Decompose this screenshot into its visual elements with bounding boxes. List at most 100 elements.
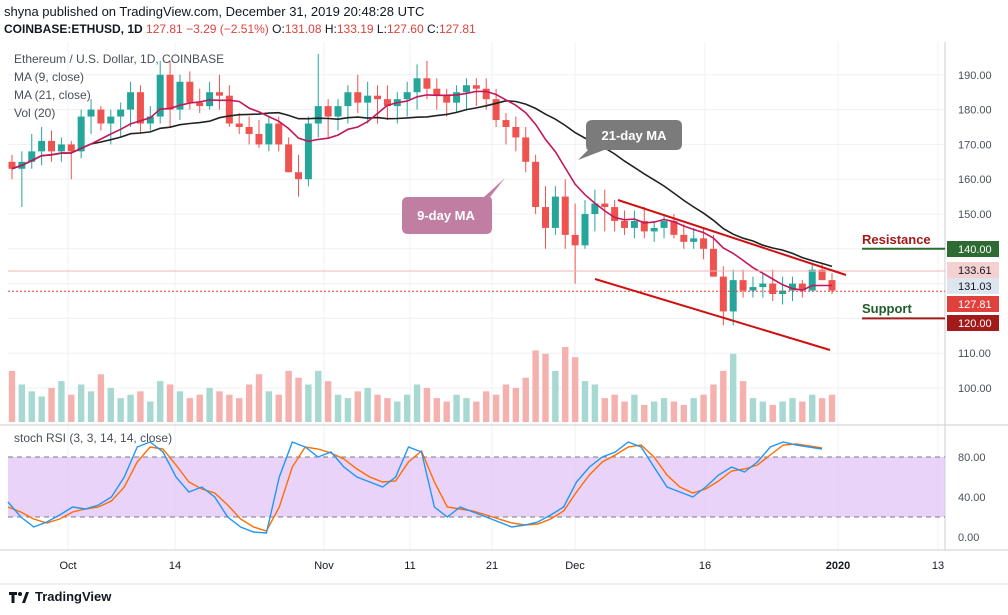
tradingview-logo[interactable]: TradingView <box>8 589 111 604</box>
volume-bar <box>720 370 727 422</box>
volume-bar <box>789 398 796 422</box>
volume-bar <box>542 353 549 422</box>
candle-body <box>541 207 549 228</box>
volume-bar <box>38 396 45 422</box>
support-label: Support <box>862 301 912 316</box>
candle-body <box>462 85 470 93</box>
volume-bar <box>216 391 223 422</box>
candle-body <box>453 92 461 103</box>
volume-bar <box>552 370 559 422</box>
candle-body <box>265 123 273 145</box>
candle-body <box>670 220 678 235</box>
volume-bar <box>769 404 776 422</box>
candle-body <box>166 74 174 110</box>
symbol: COINBASE:ETHUSD, 1D <box>4 22 143 36</box>
candle-body <box>492 99 500 121</box>
price-badge-label: 120.00 <box>958 318 992 330</box>
legend-volume[interactable]: Vol (20) <box>14 106 56 120</box>
candle-body <box>433 88 441 96</box>
volume-bar <box>611 394 618 422</box>
volume-bar <box>581 381 589 422</box>
candle-body <box>739 280 747 291</box>
price-badge-label: 127.81 <box>958 299 992 311</box>
volume-bar <box>305 384 312 422</box>
rsi-tick-label: 0.00 <box>958 532 979 544</box>
volume-bar <box>818 398 826 422</box>
candle-body <box>700 238 708 249</box>
volume-bar <box>97 374 105 422</box>
candle-body <box>8 161 16 169</box>
candle-body <box>48 140 56 152</box>
ma21-line <box>11 99 833 268</box>
price-badge-label: 140.00 <box>958 244 992 256</box>
price-badge <box>947 278 999 294</box>
legend-ma9[interactable]: MA (9, close) <box>14 70 85 84</box>
volume-bars <box>8 347 836 422</box>
volume-bar <box>571 357 579 422</box>
candle-body <box>275 123 283 145</box>
volume-bar <box>621 401 628 422</box>
volume-bar <box>473 401 480 422</box>
volume-bar <box>77 384 85 422</box>
candle-body <box>719 276 727 312</box>
candle-body <box>57 144 65 152</box>
candle-body <box>601 203 609 208</box>
volume-bar <box>107 387 114 422</box>
candle-body <box>779 290 787 295</box>
volume-bar <box>344 398 352 422</box>
ma21-callout-box <box>578 120 682 160</box>
candle-body <box>561 196 569 235</box>
ma9-callout-label: 9-day MA <box>417 208 475 223</box>
candle-body <box>255 133 263 145</box>
price-badge <box>947 241 999 257</box>
price-badge <box>947 315 999 331</box>
time-axis: Oct 14 Nov 11 21 Dec 16 2020 13 <box>59 560 944 572</box>
volume-bar <box>730 353 737 422</box>
upper-trendline <box>617 199 847 276</box>
volume-bar <box>206 387 213 422</box>
time-tick-label: 16 <box>699 560 711 572</box>
candle-body <box>611 207 619 221</box>
volume-bar <box>799 401 806 422</box>
candle-body <box>640 220 648 232</box>
candle-body <box>146 116 154 124</box>
volume-bar <box>236 398 243 422</box>
candle-body <box>680 234 688 242</box>
volume-bar <box>660 398 668 422</box>
ma9-line <box>11 90 832 292</box>
candle-body <box>423 78 431 89</box>
candle-body <box>818 269 826 281</box>
volume-bar <box>127 394 134 422</box>
price-tick-label: 150.00 <box>958 209 992 221</box>
price-badge <box>947 262 999 278</box>
candle-body <box>788 283 796 291</box>
candle-body <box>235 123 243 127</box>
candle-body <box>383 99 391 107</box>
candle-body <box>690 238 698 242</box>
volume-bar <box>483 391 490 422</box>
volume-bar <box>759 401 767 422</box>
low-label: L: <box>376 22 387 36</box>
legend-stoch-rsi[interactable]: stoch RSI (3, 3, 14, 14, close) <box>14 431 173 445</box>
legend-pair[interactable]: Ethereum / U.S. Dollar, 1D, COINBASE <box>14 52 225 66</box>
candle-body <box>215 92 223 96</box>
volume-bar <box>809 394 816 422</box>
volume-bar <box>18 384 26 422</box>
candle-body <box>660 220 668 228</box>
tradingview-icon <box>9 591 29 603</box>
volume-bar <box>562 347 569 422</box>
candle-body <box>729 280 737 312</box>
volume-bar <box>354 391 361 422</box>
volume-bar <box>690 398 697 422</box>
low-value: 127.60 <box>386 22 424 36</box>
candle-body <box>630 220 638 228</box>
moving-averages <box>8 90 945 292</box>
volume-bar <box>265 391 273 422</box>
high-label: H: <box>324 22 337 36</box>
volume-bar <box>324 381 332 422</box>
candle-body <box>295 172 303 180</box>
open-label: O: <box>272 22 285 36</box>
legend-ma21[interactable]: MA (21, close) <box>14 88 91 102</box>
price-badge-label: 131.03 <box>958 281 992 293</box>
